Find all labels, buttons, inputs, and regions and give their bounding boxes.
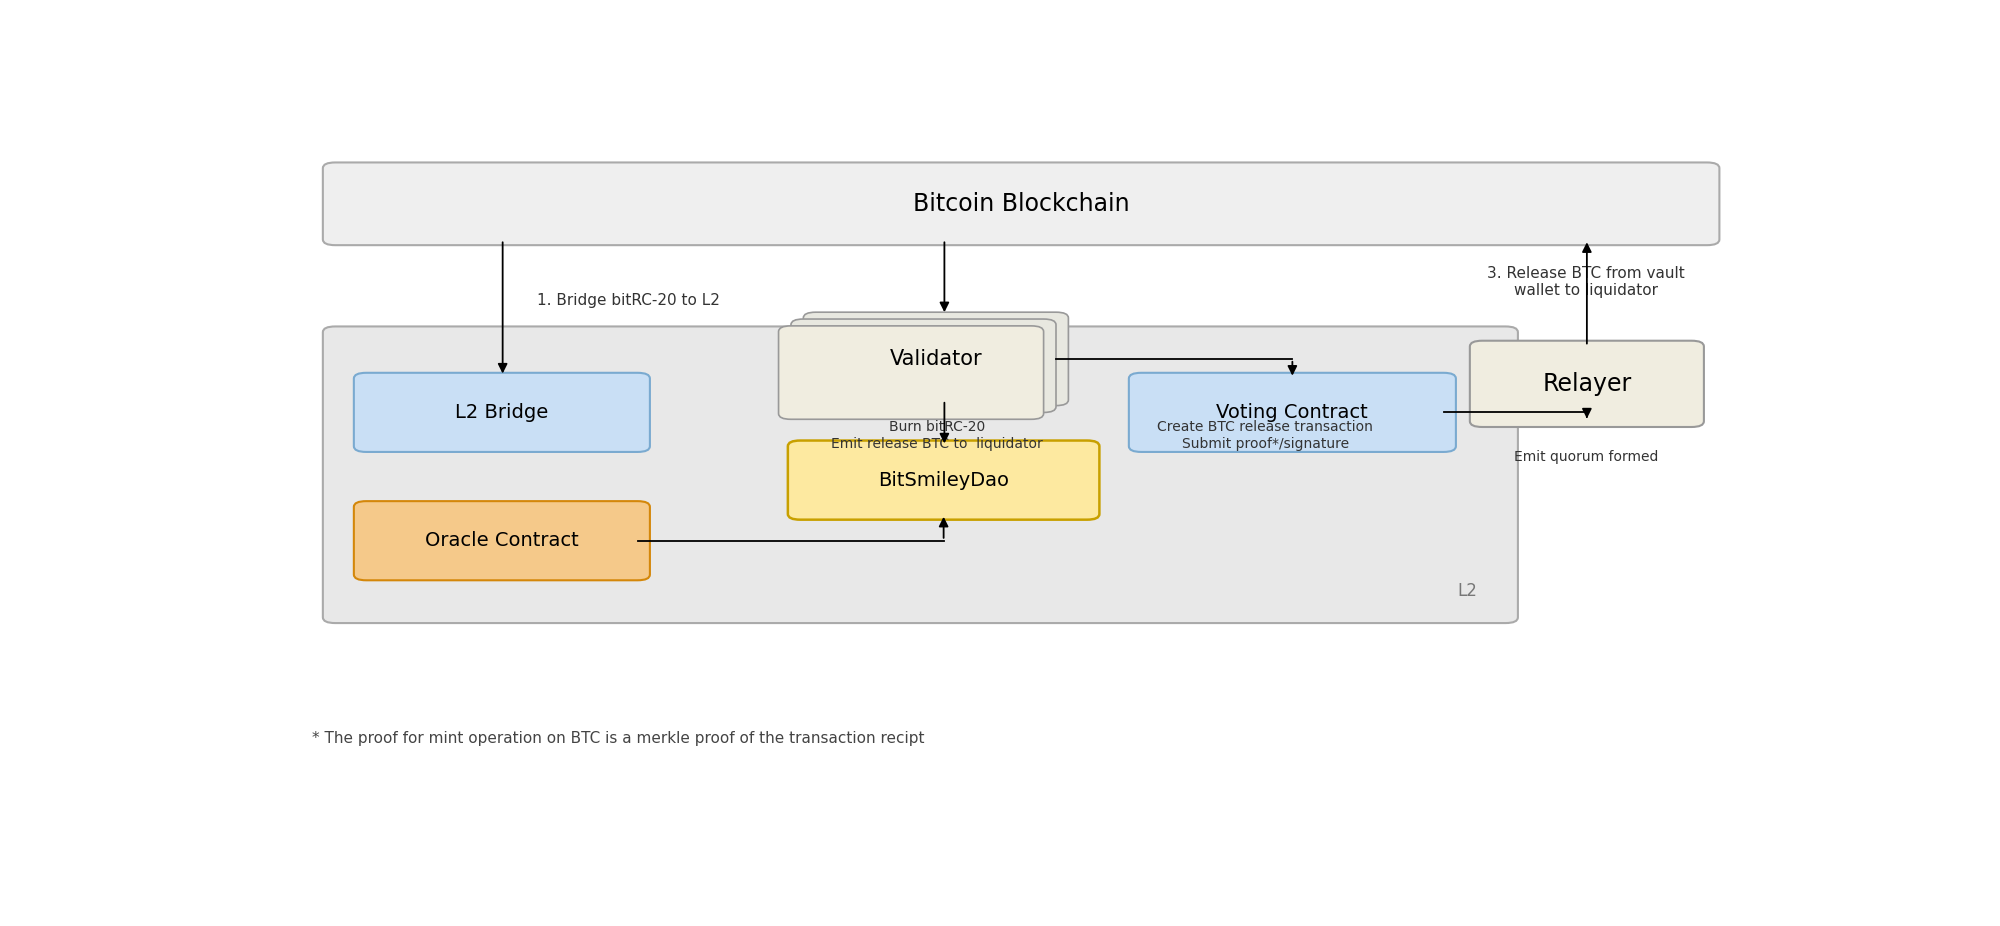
Text: L2 Bridge: L2 Bridge xyxy=(456,403,548,422)
Text: Relayer: Relayer xyxy=(1542,372,1632,395)
Text: Oracle Contract: Oracle Contract xyxy=(424,532,578,550)
FancyBboxPatch shape xyxy=(1128,373,1456,452)
Text: BitSmileyDao: BitSmileyDao xyxy=(878,470,1010,490)
Text: 3. Release BTC from vault
wallet to liquidator: 3. Release BTC from vault wallet to liqu… xyxy=(1488,266,1684,298)
Text: Validator: Validator xyxy=(890,349,982,369)
FancyBboxPatch shape xyxy=(322,327,1518,623)
FancyBboxPatch shape xyxy=(354,373,650,452)
Text: L2: L2 xyxy=(1458,582,1478,599)
FancyBboxPatch shape xyxy=(322,162,1720,245)
Text: Burn bitRC-20
Emit release BTC to  liquidator: Burn bitRC-20 Emit release BTC to liquid… xyxy=(830,420,1042,451)
FancyBboxPatch shape xyxy=(788,441,1100,519)
Text: Bitcoin Blockchain: Bitcoin Blockchain xyxy=(912,192,1130,216)
FancyBboxPatch shape xyxy=(790,319,1056,412)
Text: Create BTC release transaction
Submit proof*/signature: Create BTC release transaction Submit pr… xyxy=(1158,420,1374,451)
Text: 1. Bridge bitRC-20 to L2: 1. Bridge bitRC-20 to L2 xyxy=(536,293,720,307)
Text: * The proof for mint operation on BTC is a merkle proof of the transaction recip: * The proof for mint operation on BTC is… xyxy=(312,732,924,746)
FancyBboxPatch shape xyxy=(1470,341,1704,427)
Text: Emit quorum formed: Emit quorum formed xyxy=(1514,450,1658,464)
FancyBboxPatch shape xyxy=(778,326,1044,419)
FancyBboxPatch shape xyxy=(354,501,650,581)
FancyBboxPatch shape xyxy=(804,312,1068,406)
Text: Voting Contract: Voting Contract xyxy=(1216,403,1368,422)
